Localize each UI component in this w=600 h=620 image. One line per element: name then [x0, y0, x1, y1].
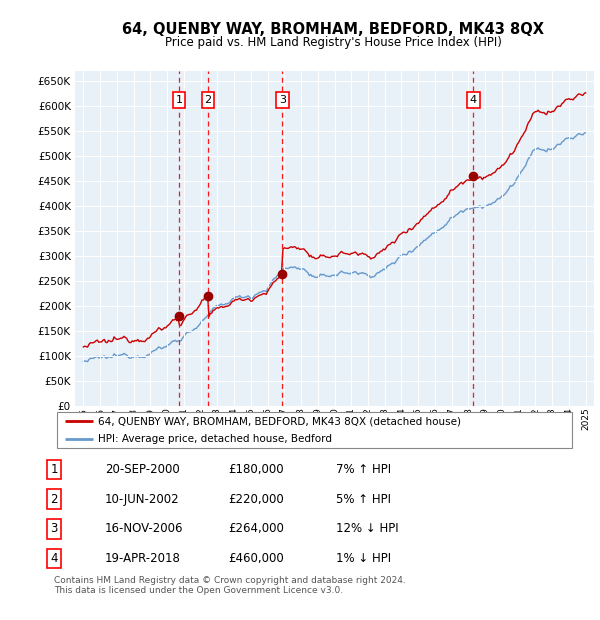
Text: HPI: Average price, detached house, Bedford: HPI: Average price, detached house, Bedf…	[98, 435, 332, 445]
Text: Contains HM Land Registry data © Crown copyright and database right 2024.
This d: Contains HM Land Registry data © Crown c…	[54, 576, 406, 595]
Text: 3: 3	[279, 95, 286, 105]
Text: 12% ↓ HPI: 12% ↓ HPI	[336, 523, 398, 535]
Text: 20-SEP-2000: 20-SEP-2000	[105, 463, 180, 476]
Text: £220,000: £220,000	[228, 493, 284, 505]
Text: 4: 4	[470, 95, 477, 105]
FancyBboxPatch shape	[56, 412, 572, 448]
Text: 2: 2	[205, 95, 211, 105]
Text: £460,000: £460,000	[228, 552, 284, 565]
Text: 1: 1	[50, 463, 58, 476]
Text: 1: 1	[176, 95, 182, 105]
Text: 64, QUENBY WAY, BROMHAM, BEDFORD, MK43 8QX (detached house): 64, QUENBY WAY, BROMHAM, BEDFORD, MK43 8…	[98, 417, 461, 427]
Text: 16-NOV-2006: 16-NOV-2006	[105, 523, 184, 535]
Text: 5% ↑ HPI: 5% ↑ HPI	[336, 493, 391, 505]
Text: 3: 3	[50, 523, 58, 535]
Text: 2: 2	[50, 493, 58, 505]
Text: £264,000: £264,000	[228, 523, 284, 535]
Text: 4: 4	[50, 552, 58, 565]
Text: £180,000: £180,000	[228, 463, 284, 476]
Text: 1% ↓ HPI: 1% ↓ HPI	[336, 552, 391, 565]
Text: Price paid vs. HM Land Registry's House Price Index (HPI): Price paid vs. HM Land Registry's House …	[164, 36, 502, 49]
Text: 10-JUN-2002: 10-JUN-2002	[105, 493, 179, 505]
Text: 19-APR-2018: 19-APR-2018	[105, 552, 181, 565]
Text: 7% ↑ HPI: 7% ↑ HPI	[336, 463, 391, 476]
Text: 64, QUENBY WAY, BROMHAM, BEDFORD, MK43 8QX: 64, QUENBY WAY, BROMHAM, BEDFORD, MK43 8…	[122, 22, 544, 37]
